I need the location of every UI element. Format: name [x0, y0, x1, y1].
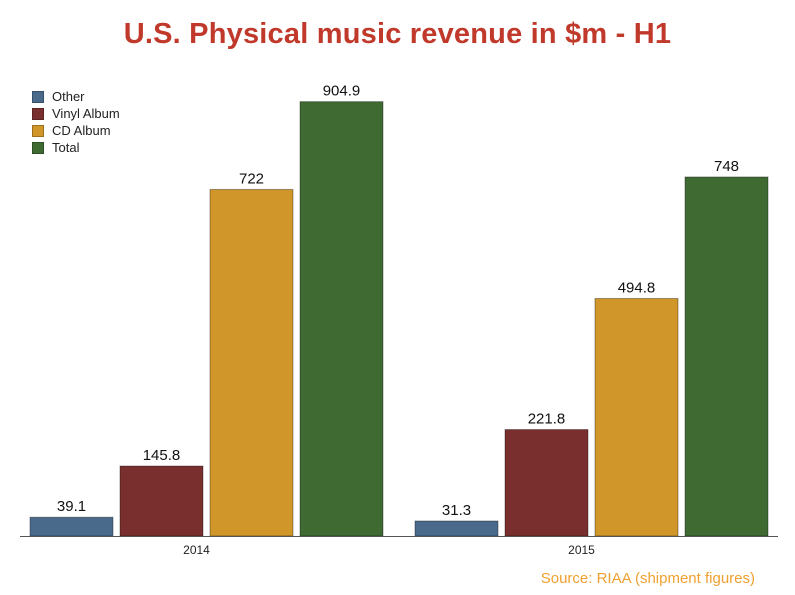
bar-total-2015: [684, 176, 769, 537]
legend-label: Other: [52, 89, 85, 104]
bar-cd-album-2015: [594, 297, 679, 537]
data-label-other-2014: 39.1: [57, 498, 86, 515]
legend-swatch: [32, 141, 44, 154]
value-labels-layer: 39.1 145.8 722 904.9 31.3 221.8 494.8 748: [57, 83, 739, 519]
bar-other-2014: [29, 516, 114, 537]
legend-label: Total: [52, 140, 80, 155]
data-label-vinyl-album-2015: 221.8: [528, 411, 566, 428]
data-label-cd-album-2014: 722: [239, 170, 264, 187]
data-label-vinyl-album-2014: 145.8: [143, 447, 181, 464]
bar-total-2014: [299, 101, 384, 537]
legend-label: Vinyl Album: [52, 106, 120, 121]
legend: Other Vinyl Album CD Album Total: [32, 88, 120, 156]
bar-other-2015: [414, 520, 499, 537]
legend-item-total: Total: [32, 139, 120, 156]
bar-cd-album-2014: [209, 188, 294, 537]
legend-swatch: [32, 107, 44, 120]
legend-swatch: [32, 90, 44, 103]
legend-item-cd-album: CD Album: [32, 122, 120, 139]
data-label-total-2015: 748: [714, 158, 739, 175]
bar-vinyl-album-2014: [119, 465, 204, 537]
data-label-total-2014: 904.9: [323, 83, 361, 100]
x-tick-label-2014: 2014: [183, 543, 210, 557]
legend-item-vinyl-album: Vinyl Album: [32, 105, 120, 122]
bar-vinyl-album-2015: [504, 429, 589, 537]
x-tick-labels-layer: 2014 2015: [183, 543, 595, 557]
legend-swatch: [32, 124, 44, 137]
legend-item-other: Other: [32, 88, 120, 105]
data-label-cd-album-2015: 494.8: [618, 279, 656, 296]
x-tick-label-2015: 2015: [568, 543, 595, 557]
source-note: Source: RIAA (shipment figures): [540, 570, 755, 587]
legend-label: CD Album: [52, 123, 111, 138]
data-label-other-2015: 31.3: [442, 502, 471, 519]
bars-layer: [29, 101, 769, 537]
chart-title: U.S. Physical music revenue in $m - H1: [123, 18, 672, 50]
